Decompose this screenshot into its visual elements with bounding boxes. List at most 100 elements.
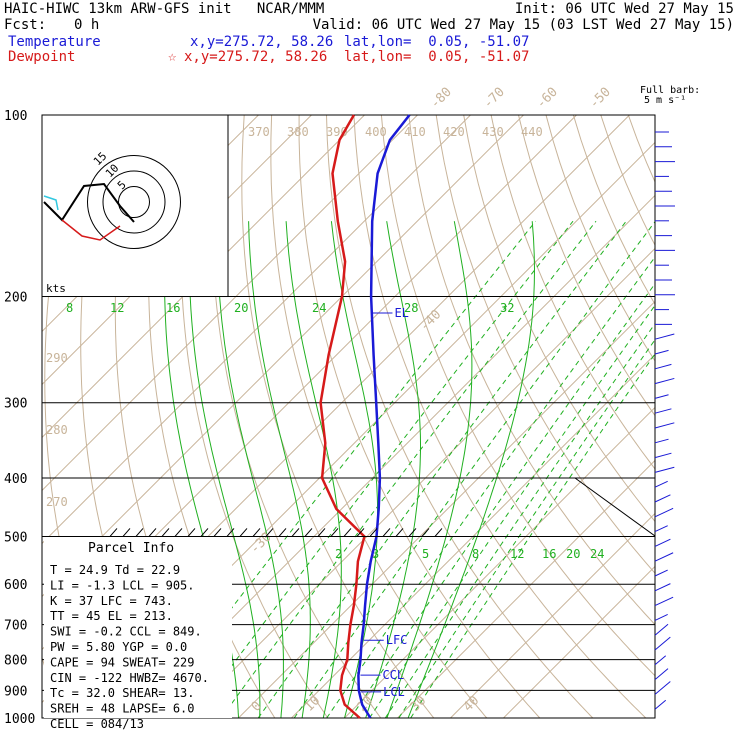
freezing-hatch: [252, 528, 261, 537]
temperature-profile: [357, 114, 411, 719]
moist-adiabat: [407, 221, 536, 718]
hodograph-trace: [43, 182, 135, 223]
fcst-label: Fcst:: [4, 17, 47, 33]
dry-adiabat: [600, 115, 655, 247]
isotherm-label: -80: [428, 85, 455, 112]
theta-label: 410: [404, 125, 426, 139]
dry-adiabat: [326, 115, 594, 718]
freezing-hatch: [135, 528, 144, 537]
mixing-ratio-label: 2: [335, 547, 342, 561]
isotherm-line: [291, 353, 655, 718]
level-marker-label: LFC: [386, 633, 408, 647]
theta-label: 270: [46, 495, 68, 509]
isotherm-line: [42, 115, 418, 492]
freezing-hatch: [382, 528, 391, 537]
isotherm-label: 0: [249, 699, 265, 715]
moist-adiabat: [330, 221, 379, 718]
freezing-hatch: [122, 528, 131, 537]
freezing-hatch: [278, 528, 287, 537]
pressure-tick-label: 200: [4, 291, 27, 306]
dry-adiabat: [463, 115, 655, 523]
plot-boundary-diagonal: [574, 477, 656, 718]
wind-barb: [654, 480, 668, 488]
dewpoint-xy: x,y=275.72, 58.26: [184, 49, 328, 65]
mixing-ratio-label: 24: [312, 301, 326, 315]
isotherm-line: [185, 247, 655, 718]
freezing-hatch: [200, 528, 209, 537]
mixing-ratio-line: [147, 220, 536, 718]
hodograph-ring: [102, 170, 166, 234]
dry-adiabat: [408, 115, 655, 626]
wind-barb: [654, 363, 672, 370]
parcel-info-title: Parcel Info: [88, 541, 174, 556]
mixing-ratio-label: 28: [404, 301, 418, 315]
wind-barb: [654, 525, 668, 533]
star-icon: ☆: [168, 49, 177, 65]
wind-barb: [654, 583, 671, 592]
mixing-ratio-line: [326, 256, 655, 718]
moist-adiabat: [216, 221, 284, 718]
wind-barb: [654, 636, 671, 651]
mixing-ratio-label: 8: [472, 547, 479, 561]
wind-barb: [654, 668, 669, 680]
level-marker-label: LCL: [383, 685, 405, 699]
wind-barb: [654, 394, 669, 399]
freezing-hatch: [213, 528, 222, 537]
barb-key-title: Full barb:: [640, 85, 701, 96]
dewpoint-latlon: lat,lon= 0.05, -51.07: [344, 49, 530, 65]
freezing-hatch: [174, 528, 183, 537]
theta-label: 400: [365, 125, 387, 139]
level-marker-label: EL: [394, 306, 408, 320]
theta-label: 280: [46, 423, 68, 437]
mixing-ratio-line: [220, 220, 597, 718]
parcel-info-row: CELL = 084/13: [50, 717, 144, 731]
isotherm-line: [397, 459, 655, 718]
freezing-hatch: [434, 528, 443, 537]
dry-adiabat: [683, 115, 740, 718]
dry-adiabat: [711, 115, 740, 718]
freezing-hatch: [317, 528, 326, 537]
parcel-info-row: CIN = -122 HWBZ= 4670.: [50, 671, 209, 685]
wind-barb: [654, 452, 672, 459]
isotherm-line: [503, 565, 655, 718]
parcel-info-row: LI = -1.3 LCL = 905.: [50, 578, 195, 592]
freezing-hatch: [291, 528, 300, 537]
wind-barb: [654, 494, 671, 503]
moist-adiabat: [285, 221, 342, 718]
hodograph-trace-low: [61, 219, 121, 241]
wind-barb: [654, 333, 675, 340]
wind-barb: [654, 438, 669, 444]
wind-barb: [654, 507, 674, 518]
moist-adiabat: [188, 221, 261, 718]
freezing-hatch: [109, 528, 118, 537]
isotherm-line: [450, 512, 655, 718]
dry-adiabat: [518, 115, 655, 417]
wind-barb: [654, 655, 667, 666]
mixing-ratio-label: 24: [590, 547, 604, 561]
isotherm-label: 40: [461, 693, 483, 715]
level-marker-label: CCL: [382, 668, 404, 682]
isotherm-label: -60: [534, 85, 561, 112]
dry-adiabat: [656, 115, 740, 718]
dry-adiabat: [435, 115, 655, 574]
theta-label: 290: [46, 351, 68, 365]
pressure-tick-label: 1000: [4, 712, 35, 727]
hodograph-panel: [41, 114, 229, 298]
mixing-ratio-label: 20: [566, 547, 580, 561]
mixing-ratio-line: [410, 353, 655, 718]
freezing-hatch: [304, 528, 313, 537]
pressure-tick-label: 800: [4, 654, 27, 669]
dewpoint-profile: [319, 114, 366, 719]
freezing-hatch: [343, 528, 352, 537]
pressure-tick-label: 100: [4, 109, 27, 124]
parcel-info-row: PW = 5.80 YGP = 0.0: [50, 640, 187, 654]
wind-barb: [654, 569, 668, 577]
moist-adiabat: [365, 221, 421, 718]
dry-adiabat: [211, 115, 382, 718]
dry-adiabat: [298, 115, 541, 718]
isotherm-line: [132, 194, 655, 718]
parcel-info-row: Tc = 32.0 SHEAR= 13.: [50, 686, 195, 700]
isotherm-line: [344, 406, 655, 718]
hodograph-ring: [87, 155, 181, 249]
